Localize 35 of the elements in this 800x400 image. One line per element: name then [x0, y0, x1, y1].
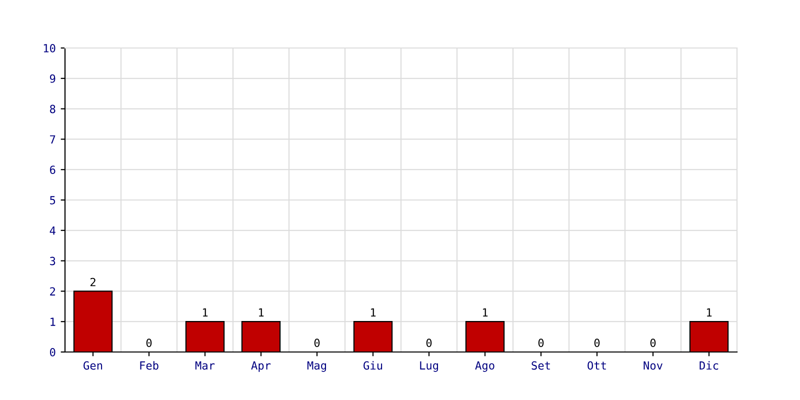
data-label: 1 — [370, 308, 376, 317]
y-tick-label: 2 — [50, 287, 56, 296]
data-label: 1 — [202, 308, 208, 317]
x-tick-label: Mag — [307, 361, 326, 372]
y-tick-label: 6 — [50, 166, 56, 174]
data-label: 1 — [482, 308, 488, 317]
data-label: 0 — [146, 338, 152, 348]
y-tick-label: 7 — [50, 135, 56, 144]
data-label: 2 — [90, 278, 96, 286]
x-tick-label: Set — [532, 361, 550, 370]
x-tick-label: Nov — [644, 361, 662, 370]
x-tick-label: Feb — [140, 361, 158, 370]
x-tick-label: Gen — [84, 361, 102, 370]
data-label: 1 — [706, 308, 712, 317]
data-label: 0 — [426, 338, 432, 348]
x-tick-label: Giu — [364, 361, 382, 370]
y-tick-label: 8 — [50, 104, 56, 114]
data-label: 0 — [314, 338, 320, 348]
data-label: 0 — [594, 338, 600, 348]
y-tick-label: 4 — [50, 226, 56, 235]
x-tick-label: Apr — [251, 361, 271, 372]
y-tick-label: 10 — [44, 44, 56, 52]
data-label: 0 — [650, 338, 656, 348]
y-tick-label: 1 — [50, 318, 56, 326]
x-tick-label: Ott — [588, 361, 606, 370]
x-tick-label: Lug — [420, 361, 438, 372]
x-tick-label: Dic — [700, 361, 718, 370]
y-tick-label: 0 — [50, 348, 56, 356]
data-label: 1 — [258, 308, 264, 317]
x-tick-label: Mar — [195, 361, 215, 370]
y-tick-label: 3 — [50, 256, 56, 266]
y-tick-label: 5 — [50, 196, 56, 204]
y-tick-label: 9 — [50, 74, 56, 83]
x-tick-label: Ago — [475, 361, 494, 372]
data-label: 0 — [538, 338, 544, 348]
